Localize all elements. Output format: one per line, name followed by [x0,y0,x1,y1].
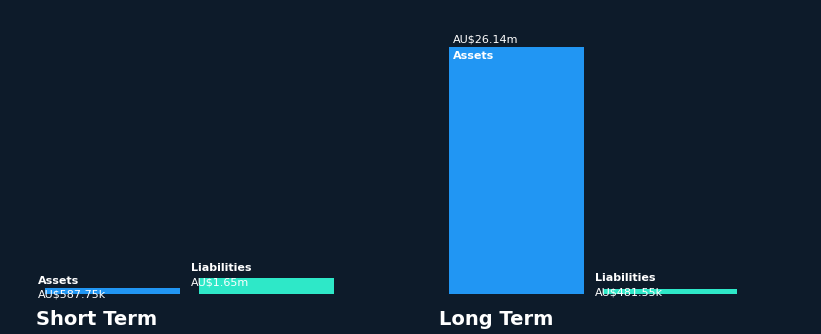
Text: AU$1.65m: AU$1.65m [191,277,250,287]
Bar [603,289,737,294]
Bar [449,46,584,294]
Text: Short Term: Short Term [35,310,157,329]
Bar [45,288,180,294]
Text: Assets: Assets [38,276,79,286]
Text: AU$587.75k: AU$587.75k [38,290,106,300]
Text: Assets: Assets [453,51,494,61]
Text: Long Term: Long Term [439,310,553,329]
Text: AU$481.55k: AU$481.55k [595,287,663,297]
Text: Liabilities: Liabilities [595,273,655,283]
Bar [199,278,333,294]
Text: Liabilities: Liabilities [191,263,252,273]
Text: AU$26.14m: AU$26.14m [453,34,518,44]
